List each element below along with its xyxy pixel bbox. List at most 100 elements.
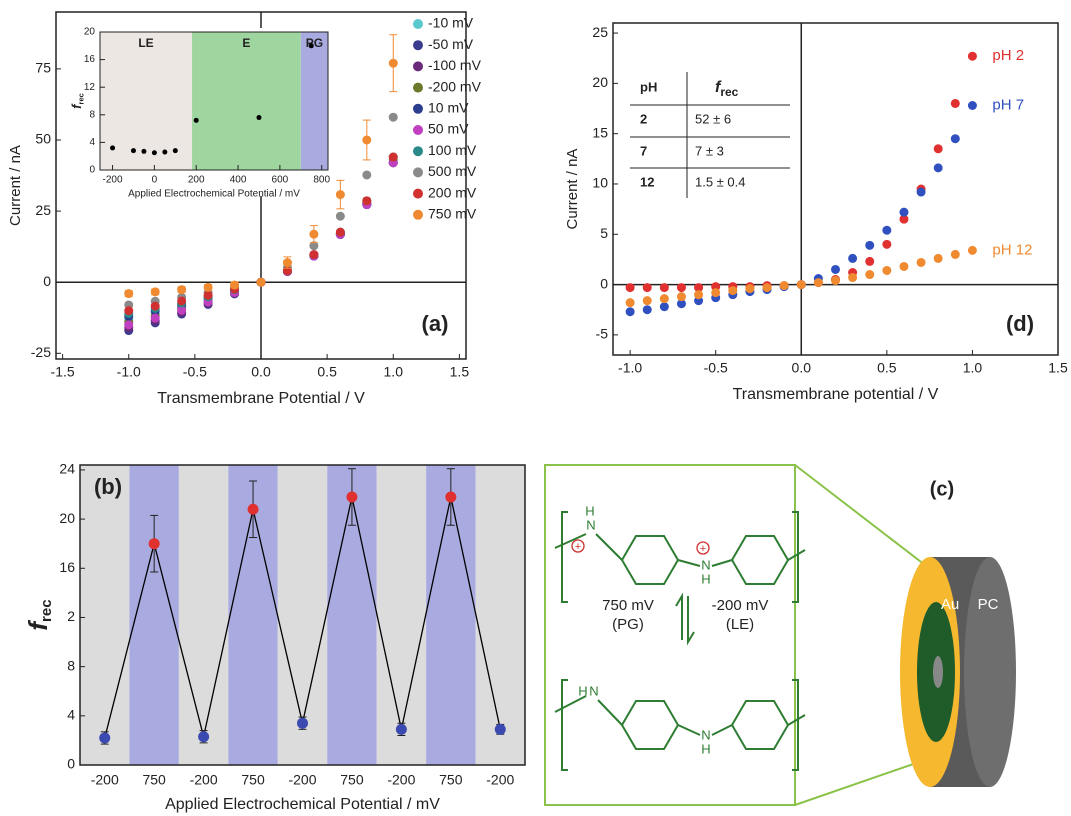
point xyxy=(141,148,147,154)
point xyxy=(779,281,789,291)
y-tick-label: 0 xyxy=(43,273,51,289)
x-tick-label: -1.5 xyxy=(51,364,75,380)
bond xyxy=(554,533,587,549)
region-label: E xyxy=(242,36,250,50)
point xyxy=(198,731,210,743)
point xyxy=(933,144,943,154)
y-tick-label: 5 xyxy=(600,225,608,241)
condition: -200 mV xyxy=(712,597,769,614)
point xyxy=(99,732,111,744)
point xyxy=(659,302,669,312)
band xyxy=(178,465,229,765)
point xyxy=(933,163,943,173)
legend-marker xyxy=(413,82,423,93)
point xyxy=(642,296,652,306)
point xyxy=(130,148,136,154)
panel-label: (c) xyxy=(930,478,954,500)
point xyxy=(762,283,772,293)
table-header-sub: rec xyxy=(720,85,738,99)
bond xyxy=(597,699,623,726)
point xyxy=(362,135,372,145)
atom: H xyxy=(578,683,587,698)
point xyxy=(676,292,686,302)
point xyxy=(865,270,875,280)
point xyxy=(362,170,372,180)
y-tick-label: 20 xyxy=(84,27,96,38)
point xyxy=(642,283,652,293)
point xyxy=(151,150,157,156)
plot-frame xyxy=(99,31,329,171)
polyaniline: H N N H + + H N N H xyxy=(554,503,806,771)
point xyxy=(309,229,319,239)
table-header: pH xyxy=(640,79,657,94)
membrane-back xyxy=(964,557,1016,787)
connector xyxy=(794,759,926,806)
y-axis-label-main: f xyxy=(23,620,53,631)
x-tick-label: -200 xyxy=(190,772,218,788)
legend-marker xyxy=(413,167,423,178)
charge-ring xyxy=(571,539,585,553)
band xyxy=(277,465,328,765)
y-axis-label-sub: rec xyxy=(38,599,55,622)
y-tick-label: 0 xyxy=(600,275,608,291)
series-label: pH 2 xyxy=(992,47,1024,64)
point xyxy=(388,112,398,122)
condition: 750 mV xyxy=(602,597,654,614)
charge-ring xyxy=(696,541,710,555)
point xyxy=(124,289,134,299)
bracket xyxy=(792,511,799,603)
legend-label: -50 mV xyxy=(428,36,474,52)
table-cell: 52 ± 6 xyxy=(695,111,731,126)
connector xyxy=(794,464,926,566)
point xyxy=(148,538,160,550)
y-axis-label-main: Current / nA xyxy=(7,145,24,226)
y-tick-label: 8 xyxy=(89,109,95,120)
y-axis-label-main: f xyxy=(69,103,84,109)
legend-marker xyxy=(413,40,423,51)
arrow xyxy=(675,592,683,640)
point xyxy=(728,286,738,296)
y-axis-label-main: Current / nA xyxy=(564,149,581,230)
y-axis-label: Current / nA xyxy=(564,149,581,230)
point xyxy=(865,256,875,266)
bond xyxy=(711,559,733,567)
point xyxy=(282,258,292,268)
point xyxy=(813,278,823,288)
point xyxy=(899,261,909,271)
point xyxy=(335,211,345,221)
x-tick-label: -200 xyxy=(91,772,119,788)
point xyxy=(124,320,134,330)
table-cell: 7 ± 3 xyxy=(695,143,724,158)
table-header: frec xyxy=(715,79,739,99)
arrow xyxy=(687,596,695,646)
panel-label: (a) xyxy=(422,311,449,336)
x-tick-label: -200 xyxy=(103,175,123,186)
y-tick-label: 4 xyxy=(89,137,95,148)
y-axis-label: frec xyxy=(69,93,85,109)
point xyxy=(916,257,926,267)
legend-label: 750 mV xyxy=(428,206,477,222)
charge: + xyxy=(700,543,706,555)
point xyxy=(445,491,457,503)
point xyxy=(967,100,977,110)
point xyxy=(309,250,319,260)
band xyxy=(475,465,525,765)
point xyxy=(335,227,345,237)
material-label: PC xyxy=(978,596,999,613)
point xyxy=(694,290,704,300)
table-cell: 2 xyxy=(640,111,647,126)
x-tick-label: -0.5 xyxy=(704,360,728,376)
x-tick-label: 400 xyxy=(230,175,247,186)
x-axis-label: Applied Electrochemical Potential / mV xyxy=(128,189,300,200)
point xyxy=(203,290,213,300)
legend-label: -10 mV xyxy=(428,15,474,31)
point xyxy=(848,273,858,283)
y-tick-label: 16 xyxy=(59,559,75,575)
point xyxy=(110,145,116,151)
legend-marker xyxy=(413,146,423,157)
x-tick-label: -200 xyxy=(486,772,514,788)
x-tick-label: 600 xyxy=(272,175,289,186)
point xyxy=(831,276,840,286)
y-tick-label: 12 xyxy=(84,82,96,93)
y-tick-label: 25 xyxy=(592,24,608,40)
